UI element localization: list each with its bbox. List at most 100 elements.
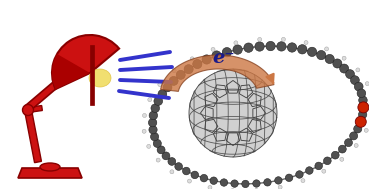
- Circle shape: [278, 185, 282, 189]
- Circle shape: [190, 57, 194, 61]
- Circle shape: [142, 113, 146, 118]
- Circle shape: [287, 43, 297, 52]
- Circle shape: [175, 163, 183, 170]
- Circle shape: [23, 105, 34, 115]
- Circle shape: [149, 111, 158, 120]
- Circle shape: [170, 170, 174, 174]
- Circle shape: [208, 185, 212, 189]
- Polygon shape: [18, 168, 82, 178]
- Circle shape: [202, 55, 211, 64]
- Circle shape: [154, 97, 163, 105]
- Circle shape: [183, 167, 190, 175]
- Circle shape: [148, 98, 152, 102]
- Ellipse shape: [89, 69, 111, 87]
- Circle shape: [142, 129, 146, 133]
- Ellipse shape: [40, 163, 60, 171]
- Circle shape: [282, 37, 286, 41]
- Circle shape: [342, 56, 346, 60]
- Circle shape: [325, 54, 334, 64]
- Wedge shape: [52, 54, 90, 89]
- Polygon shape: [25, 109, 41, 163]
- Circle shape: [156, 158, 160, 162]
- Text: e⁻: e⁻: [212, 49, 235, 67]
- Circle shape: [187, 179, 192, 183]
- Polygon shape: [90, 45, 94, 105]
- Circle shape: [365, 82, 369, 86]
- Circle shape: [193, 60, 202, 69]
- Circle shape: [340, 64, 349, 73]
- Circle shape: [172, 69, 176, 73]
- Circle shape: [242, 180, 249, 188]
- Circle shape: [304, 41, 308, 45]
- Circle shape: [307, 47, 317, 57]
- Circle shape: [244, 43, 253, 52]
- Circle shape: [147, 144, 151, 148]
- Circle shape: [346, 70, 355, 79]
- Circle shape: [231, 180, 238, 187]
- Circle shape: [349, 132, 358, 140]
- Circle shape: [331, 151, 339, 159]
- Circle shape: [253, 180, 260, 187]
- Circle shape: [357, 89, 366, 98]
- Circle shape: [191, 171, 199, 179]
- Circle shape: [324, 157, 331, 165]
- Circle shape: [345, 139, 352, 147]
- Circle shape: [277, 42, 286, 51]
- Circle shape: [354, 82, 363, 91]
- Circle shape: [148, 119, 157, 127]
- Circle shape: [162, 152, 170, 160]
- Circle shape: [264, 179, 271, 186]
- Circle shape: [233, 45, 242, 54]
- Circle shape: [364, 128, 368, 132]
- Circle shape: [149, 126, 157, 134]
- Circle shape: [189, 69, 277, 157]
- Circle shape: [354, 125, 362, 133]
- Circle shape: [158, 90, 167, 98]
- Circle shape: [306, 167, 313, 174]
- Circle shape: [210, 177, 217, 184]
- Circle shape: [163, 83, 172, 92]
- Circle shape: [212, 51, 221, 60]
- Circle shape: [151, 104, 159, 112]
- Circle shape: [266, 41, 275, 51]
- Circle shape: [200, 174, 208, 182]
- Polygon shape: [26, 65, 77, 111]
- Circle shape: [340, 157, 344, 161]
- Circle shape: [158, 83, 162, 87]
- Circle shape: [153, 139, 161, 147]
- Circle shape: [322, 169, 326, 173]
- Circle shape: [211, 47, 215, 51]
- Circle shape: [325, 47, 328, 51]
- Circle shape: [157, 146, 165, 154]
- Circle shape: [317, 50, 326, 60]
- Circle shape: [296, 171, 303, 178]
- Circle shape: [255, 42, 264, 51]
- Circle shape: [354, 143, 358, 147]
- Circle shape: [176, 70, 185, 79]
- Circle shape: [275, 177, 282, 184]
- Polygon shape: [161, 55, 274, 91]
- Circle shape: [359, 103, 368, 112]
- Circle shape: [168, 158, 176, 165]
- Circle shape: [338, 145, 346, 153]
- Circle shape: [184, 65, 193, 74]
- Circle shape: [301, 179, 305, 183]
- Circle shape: [222, 47, 232, 57]
- Circle shape: [151, 133, 159, 141]
- Circle shape: [234, 41, 238, 45]
- Wedge shape: [52, 35, 119, 89]
- Circle shape: [359, 96, 367, 105]
- Circle shape: [356, 68, 360, 72]
- Circle shape: [169, 76, 178, 85]
- Polygon shape: [28, 105, 42, 112]
- Circle shape: [220, 179, 228, 186]
- Circle shape: [333, 59, 342, 68]
- Circle shape: [357, 118, 365, 126]
- Circle shape: [355, 116, 366, 127]
- Circle shape: [298, 45, 307, 54]
- Circle shape: [358, 102, 369, 113]
- Circle shape: [351, 76, 359, 85]
- Circle shape: [285, 174, 293, 181]
- Circle shape: [358, 110, 367, 119]
- Circle shape: [258, 37, 262, 41]
